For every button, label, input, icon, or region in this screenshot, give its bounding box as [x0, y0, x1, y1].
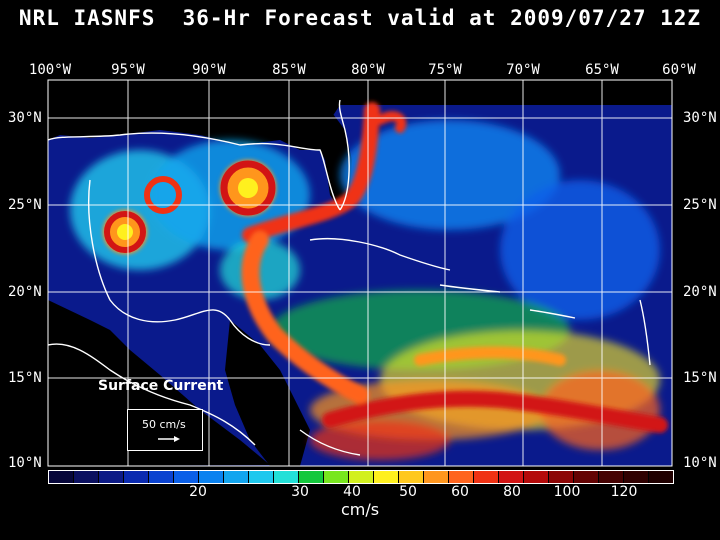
colorbar-swatch [224, 471, 249, 483]
lon-label: 100°W [28, 62, 72, 78]
colorbar-swatch [299, 471, 324, 483]
colorbar-swatch [399, 471, 424, 483]
strong-currents [241, 102, 668, 433]
eddy-west [103, 210, 147, 254]
lat-label: 15°N [683, 370, 717, 386]
lon-label: 60°W [662, 62, 696, 78]
lon-label: 80°W [351, 62, 385, 78]
map-frame [47, 79, 673, 467]
reference-vector-box: 50 cm/s [127, 409, 203, 451]
lon-label: 95°W [111, 62, 145, 78]
colorbar-tick-label: 120 [610, 484, 638, 500]
colorbar-swatch [374, 471, 399, 483]
colorbar-tick-label: 20 [189, 484, 207, 500]
reference-arrow-icon [158, 436, 180, 442]
colorbar-units: cm/s [340, 500, 380, 519]
colorbar-swatch [99, 471, 124, 483]
reference-vector-label: 50 cm/s [142, 418, 186, 431]
colorbar-tick-label: 80 [503, 484, 521, 500]
colorbar-tick-label: 60 [451, 484, 469, 500]
lat-label: 30°N [683, 110, 717, 126]
colorbar-swatch [49, 471, 74, 483]
map-title: NRL IASNFS 36-Hr Forecast valid at 2009/… [18, 6, 702, 30]
colorbar-swatch [199, 471, 224, 483]
colorbar-swatch [474, 471, 499, 483]
colorbar-swatch [324, 471, 349, 483]
surface-current-label: Surface Current [98, 378, 224, 394]
lon-label: 90°W [192, 62, 226, 78]
colorbar-swatch [274, 471, 299, 483]
colorbar-swatch [349, 471, 374, 483]
eddy-north [144, 176, 182, 214]
colorbar-swatch [649, 471, 673, 483]
colorbar-swatch [574, 471, 599, 483]
colorbar-swatch [174, 471, 199, 483]
lat-label: 10°N [683, 455, 717, 471]
lat-label: 25°N [683, 197, 717, 213]
colorbar-swatch [524, 471, 549, 483]
colorbar-tick-label: 30 [291, 484, 309, 500]
colorbar-tick-label: 100 [553, 484, 581, 500]
lat-label: 25°N [8, 197, 42, 213]
colorbar-swatch [449, 471, 474, 483]
lat-label: 20°N [8, 284, 42, 300]
colorbar-swatch [599, 471, 624, 483]
lat-label: 30°N [8, 110, 42, 126]
lon-label: 75°W [428, 62, 462, 78]
colorbar [48, 470, 674, 484]
colorbar-swatch [74, 471, 99, 483]
colorbar-tick-label: 40 [343, 484, 361, 500]
colorbar-swatch [499, 471, 524, 483]
lon-label: 70°W [506, 62, 540, 78]
colorbar-tick-label: 50 [399, 484, 417, 500]
colorbar-swatch [249, 471, 274, 483]
lon-label: 65°W [585, 62, 619, 78]
colorbar-swatch [424, 471, 449, 483]
eddy-loop-current [220, 160, 276, 216]
lon-label: 85°W [272, 62, 306, 78]
lat-label: 20°N [683, 284, 717, 300]
colorbar-swatch [124, 471, 149, 483]
colorbar-swatch [549, 471, 574, 483]
lat-label: 15°N [8, 370, 42, 386]
colorbar-swatch [624, 471, 649, 483]
colorbar-swatch [149, 471, 174, 483]
graticule [48, 80, 672, 466]
lat-label: 10°N [8, 455, 42, 471]
